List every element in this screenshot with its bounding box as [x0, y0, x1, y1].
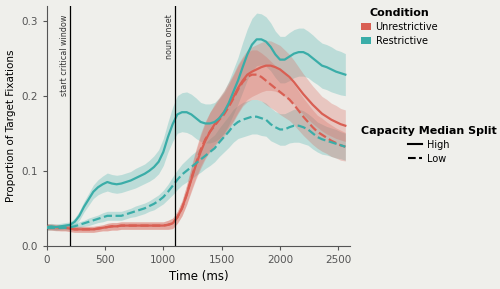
- Legend: High, Low: High, Low: [361, 126, 496, 164]
- Text: start critical window: start critical window: [60, 14, 69, 96]
- Y-axis label: Proportion of Target Fixations: Proportion of Target Fixations: [6, 49, 16, 202]
- X-axis label: Time (ms): Time (ms): [168, 271, 228, 284]
- Text: noun onset: noun onset: [165, 14, 174, 59]
